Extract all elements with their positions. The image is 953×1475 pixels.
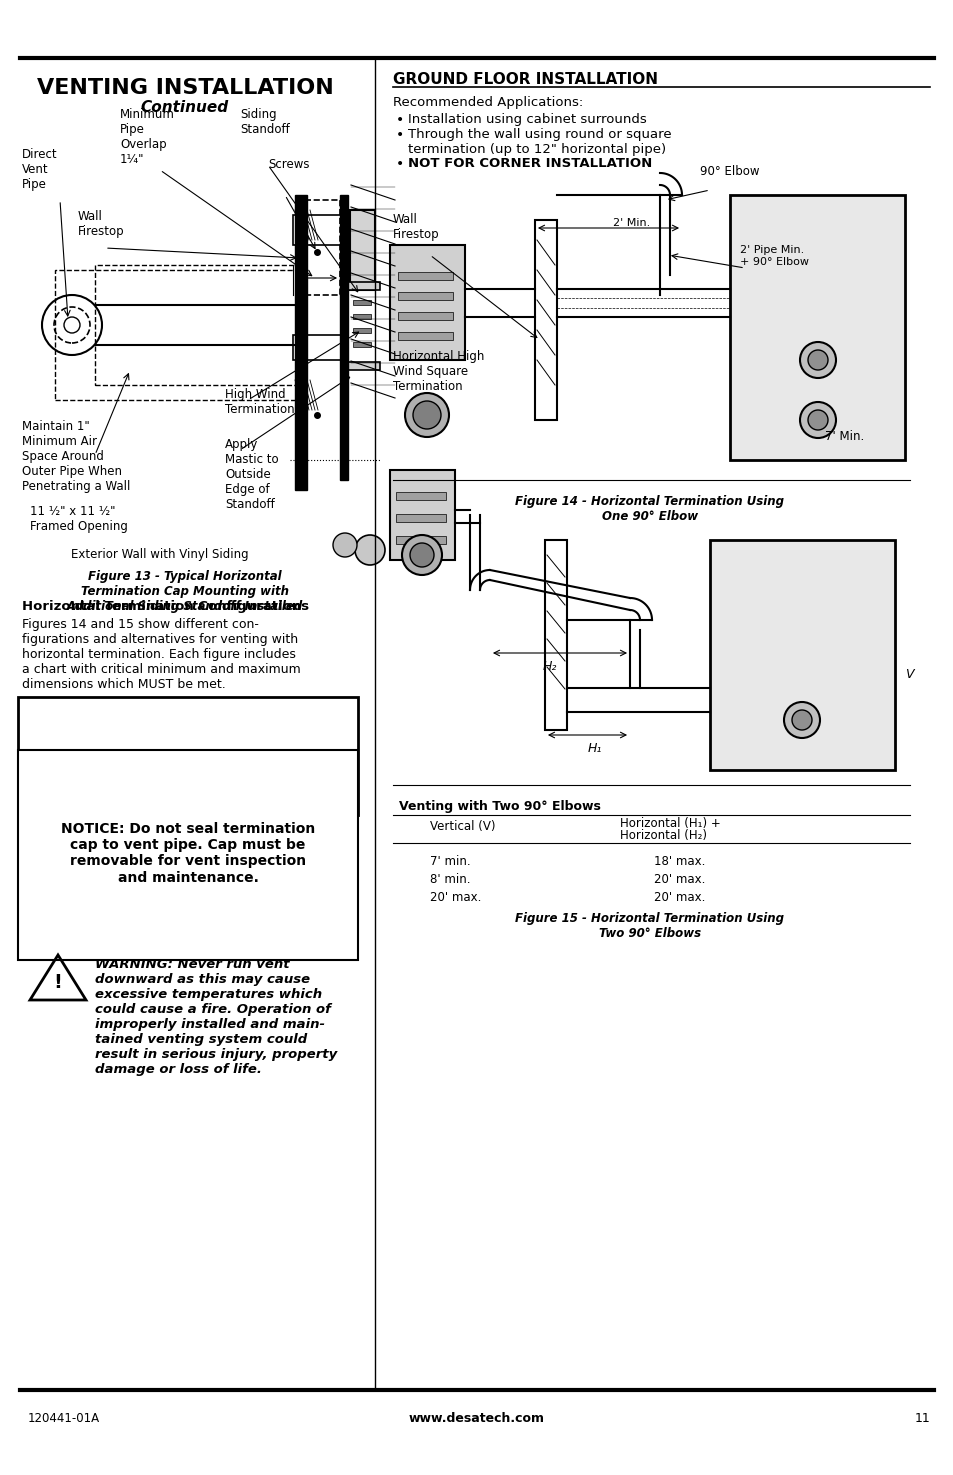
Circle shape [410, 543, 434, 566]
Text: Figure 14 - Horizontal Termination Using
One 90° Elbow: Figure 14 - Horizontal Termination Using… [515, 496, 783, 524]
Text: Wall
Firestop: Wall Firestop [78, 209, 125, 237]
Text: Horizontal Termination Configurations: Horizontal Termination Configurations [22, 600, 309, 614]
Text: Maintain 1"
Minimum Air
Space Around
Outer Pipe When
Penetrating a Wall: Maintain 1" Minimum Air Space Around Out… [22, 420, 131, 493]
Bar [350, 209, 375, 291]
Bar [729, 195, 904, 460]
Text: 20' max.: 20' max. [654, 891, 705, 904]
Bar [293, 335, 343, 360]
Text: •: • [395, 114, 404, 127]
Bar [293, 215, 343, 245]
Bar [353, 327, 371, 333]
Text: www.desatech.com: www.desatech.com [409, 1412, 544, 1425]
Bar [535, 220, 557, 420]
Text: Venting with Two 90° Elbows: Venting with Two 90° Elbows [398, 799, 600, 813]
Bar [294, 195, 307, 490]
Text: Vertical (V): Vertical (V) [430, 820, 495, 833]
Bar [55, 270, 299, 400]
Circle shape [807, 410, 827, 431]
Text: Figure 15 - Horizontal Termination Using
Two 90° Elbows: Figure 15 - Horizontal Termination Using… [515, 912, 783, 940]
Text: H₂: H₂ [542, 659, 557, 673]
Text: WARNING: Never run vent
downward as this may cause
excessive temperatures which
: WARNING: Never run vent downward as this… [95, 957, 337, 1075]
Circle shape [800, 403, 835, 438]
Circle shape [791, 709, 811, 730]
Bar [353, 342, 371, 347]
Text: •: • [395, 156, 404, 171]
Bar [390, 245, 464, 360]
Text: Horizontal High
Wind Square
Termination: Horizontal High Wind Square Termination [393, 350, 484, 392]
Bar [395, 513, 446, 522]
Text: 90° Elbow: 90° Elbow [700, 165, 759, 178]
Text: Direct
Vent
Pipe: Direct Vent Pipe [22, 148, 57, 190]
Bar [18, 698, 357, 816]
Text: •: • [395, 128, 404, 142]
Bar [709, 540, 894, 770]
Bar [390, 471, 455, 560]
Text: Continued: Continued [141, 100, 229, 115]
Text: Figures 14 and 15 show different con-
figurations and alternatives for venting w: Figures 14 and 15 show different con- fi… [22, 618, 300, 690]
Text: 7' min.: 7' min. [430, 855, 470, 867]
Bar [397, 332, 453, 341]
Bar [353, 314, 371, 319]
Text: Siding
Standoff: Siding Standoff [240, 108, 290, 136]
Text: V: V [904, 668, 913, 681]
Text: 8' min.: 8' min. [430, 873, 470, 886]
Text: 11 ½" x 11 ½"
Framed Opening: 11 ½" x 11 ½" Framed Opening [30, 504, 128, 532]
Bar [95, 266, 299, 385]
Text: Apply
Mastic to
Outside
Edge of
Standoff: Apply Mastic to Outside Edge of Standoff [225, 438, 278, 510]
Text: 20' max.: 20' max. [430, 891, 481, 904]
Text: Screws: Screws [268, 158, 309, 171]
Text: 2' Min.: 2' Min. [612, 218, 649, 229]
Text: 11: 11 [913, 1412, 929, 1425]
Circle shape [807, 350, 827, 370]
Text: 2' Pipe Min.
+ 90° Elbow: 2' Pipe Min. + 90° Elbow [740, 245, 808, 267]
Text: GROUND FLOOR INSTALLATION: GROUND FLOOR INSTALLATION [393, 72, 658, 87]
Text: 20' max.: 20' max. [654, 873, 705, 886]
Text: Recommended Applications:: Recommended Applications: [393, 96, 582, 109]
Text: 18' max.: 18' max. [654, 855, 705, 867]
Bar [395, 535, 446, 544]
Text: 120441-01A: 120441-01A [28, 1412, 100, 1425]
Bar [395, 493, 446, 500]
Circle shape [800, 342, 835, 378]
Bar [345, 361, 379, 370]
Circle shape [401, 535, 441, 575]
Bar [397, 313, 453, 320]
Bar [544, 540, 566, 730]
Circle shape [355, 535, 385, 565]
Text: Through the wall using round or square
termination (up to 12" horizontal pipe): Through the wall using round or square t… [408, 128, 671, 156]
Text: H₁: H₁ [587, 742, 601, 755]
Text: Minimum
Pipe
Overlap
1¹⁄₄": Minimum Pipe Overlap 1¹⁄₄" [120, 108, 174, 167]
Bar [397, 271, 453, 280]
Text: High Wind
Termination: High Wind Termination [225, 388, 294, 416]
Text: Installation using cabinet surrounds: Installation using cabinet surrounds [408, 114, 646, 125]
Circle shape [405, 392, 449, 437]
Bar [353, 299, 371, 305]
Circle shape [333, 532, 356, 558]
Text: Exterior Wall with Vinyl Siding: Exterior Wall with Vinyl Siding [71, 549, 249, 560]
Text: Wall
Firestop: Wall Firestop [393, 212, 439, 240]
Circle shape [783, 702, 820, 738]
Text: 7' Min.: 7' Min. [824, 431, 863, 442]
Bar [305, 201, 339, 295]
Circle shape [413, 401, 440, 429]
Text: NOTICE: Do not seal termination
cap to vent pipe. Cap must be
removable for vent: NOTICE: Do not seal termination cap to v… [61, 822, 314, 885]
Text: Figure 13 - Typical Horizontal
Termination Cap Mounting with
Additional Siding S: Figure 13 - Typical Horizontal Terminati… [67, 569, 303, 614]
Bar [345, 282, 379, 291]
Text: VENTING INSTALLATION: VENTING INSTALLATION [36, 78, 333, 97]
Bar [339, 195, 348, 479]
Text: !: ! [53, 972, 62, 991]
Text: Horizontal (H₁) +: Horizontal (H₁) + [619, 817, 720, 830]
Bar [18, 749, 357, 960]
Text: NOT FOR CORNER INSTALLATION: NOT FOR CORNER INSTALLATION [408, 156, 652, 170]
Bar [397, 292, 453, 299]
Text: Horizontal (H₂): Horizontal (H₂) [619, 829, 706, 842]
